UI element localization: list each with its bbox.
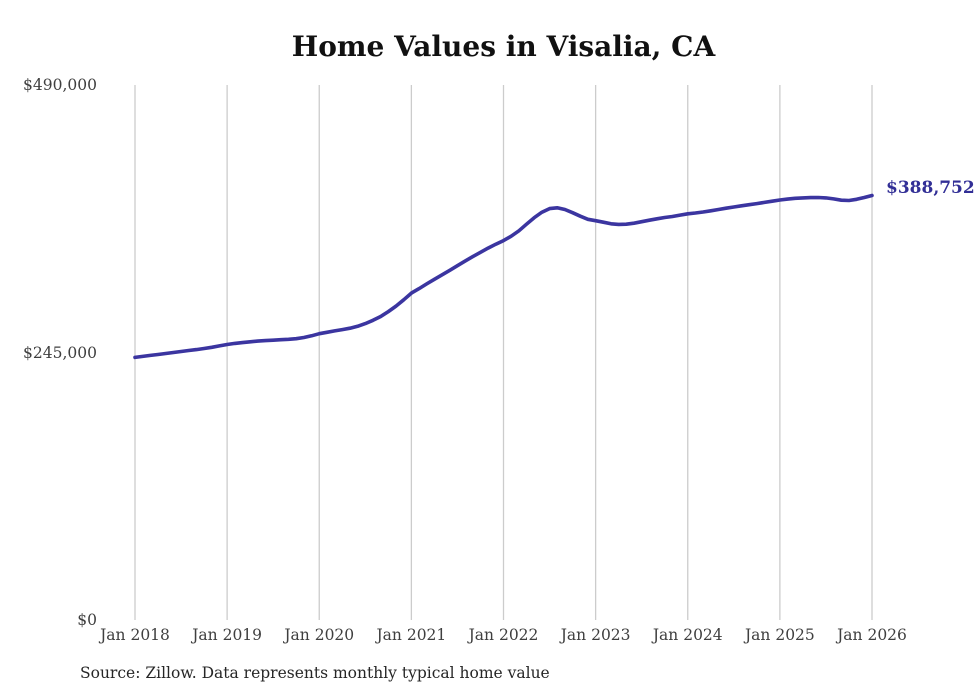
x-tick-label: Jan 2018 — [100, 626, 170, 644]
x-tick-label: Jan 2019 — [192, 626, 263, 644]
x-tick-label: Jan 2022 — [468, 626, 539, 644]
y-tick-label: $0 — [77, 611, 97, 629]
x-tick-label: Jan 2026 — [837, 626, 907, 644]
x-tick-label: Jan 2023 — [560, 626, 631, 644]
y-tick-label: $245,000 — [23, 343, 97, 362]
x-tick-label: Jan 2025 — [744, 626, 815, 644]
y-tick-label: $490,000 — [23, 76, 97, 94]
value-line — [133, 193, 874, 360]
current-value-label: $388,752 — [886, 178, 975, 198]
x-tick-label: Jan 2020 — [284, 626, 355, 644]
x-tick-label: Jan 2021 — [376, 626, 447, 644]
x-tick-label: Jan 2024 — [652, 626, 723, 644]
chart-title: Home Values in Visalia, CA — [291, 30, 716, 63]
gridlines-group — [134, 85, 873, 620]
source-note: Source: Zillow. Data represents monthly … — [80, 664, 550, 682]
